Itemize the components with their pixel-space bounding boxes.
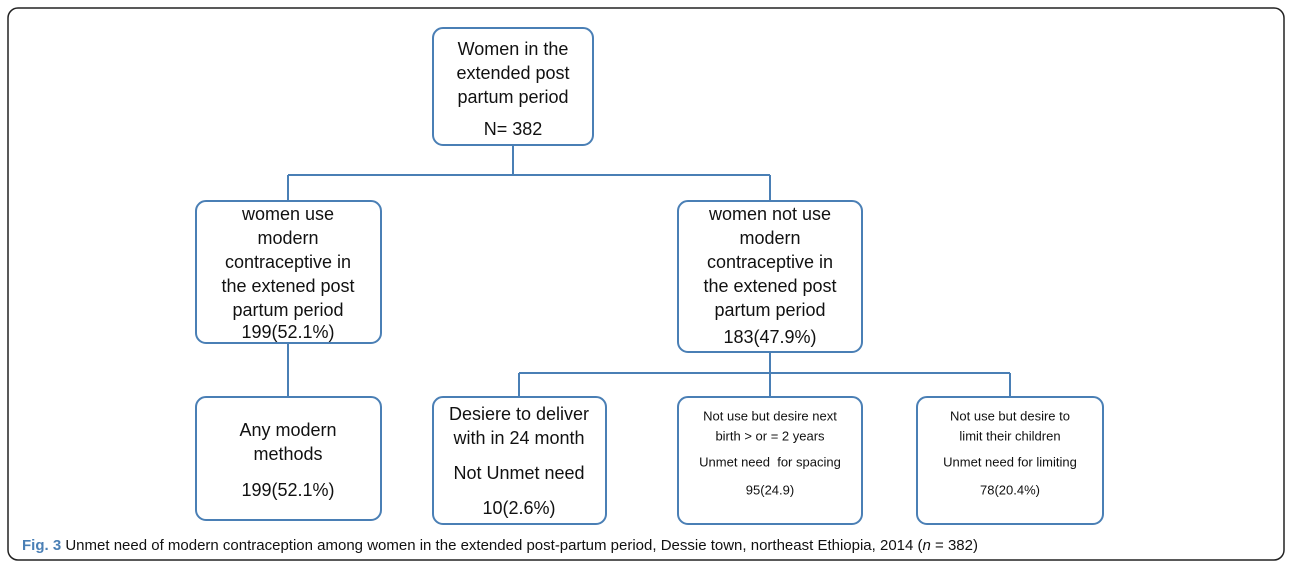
caption-tail: = 382) [931,537,978,554]
node-text: 199(52.1%) [241,322,334,342]
caption-text: Unmet need of modern contraception among… [65,537,922,554]
node-text: Desiere to deliver [449,404,589,424]
node-box [432,396,607,525]
node-text: Women in the [458,39,569,59]
frame [7,7,1285,561]
node-text: 183(47.9%) [723,327,816,347]
node-text: Not Unmet need [453,463,584,483]
node-box [432,27,594,146]
node-text: birth > or = 2 years [715,428,825,443]
node-text: the extened post [221,276,354,296]
node-text: with in 24 month [452,428,584,448]
node-text: N= 382 [484,119,543,139]
node-text: modern [739,228,800,248]
node-text: Any modern [239,420,336,440]
caption: Fig. 3 Unmet need of modern contraceptio… [22,537,978,554]
node-text: 78(20.4%) [980,482,1040,497]
node-box [195,396,382,521]
caption-label: Fig. 3 [22,537,61,554]
node-text: women not use [708,204,831,224]
node-text: partum period [232,300,343,320]
connectors [287,145,1011,397]
node-box [916,396,1104,525]
node-text: the extened post [703,276,836,296]
node-text: Unmet need for limiting [943,454,1077,469]
node-text: methods [253,444,322,464]
node-text: Not use but desire next [703,408,837,423]
node-box [677,200,863,353]
node-box [195,200,382,344]
node-text: extended post [456,63,569,83]
node-text: partum period [714,300,825,320]
node-text: partum period [457,87,568,107]
node-text: limit their children [959,428,1060,443]
node-text: 95(24.9) [746,482,794,497]
node-text: Unmet need for spacing [699,454,841,469]
node-text: Not use but desire to [950,408,1070,423]
node-text: modern [257,228,318,248]
caption-variable: n [923,537,931,554]
node-text: 199(52.1%) [241,480,334,500]
node-box [677,396,863,525]
node-text: contraceptive in [225,252,351,272]
node-text: women use [241,204,334,224]
node-text: 10(2.6%) [482,498,555,518]
node-text: contraceptive in [707,252,833,272]
